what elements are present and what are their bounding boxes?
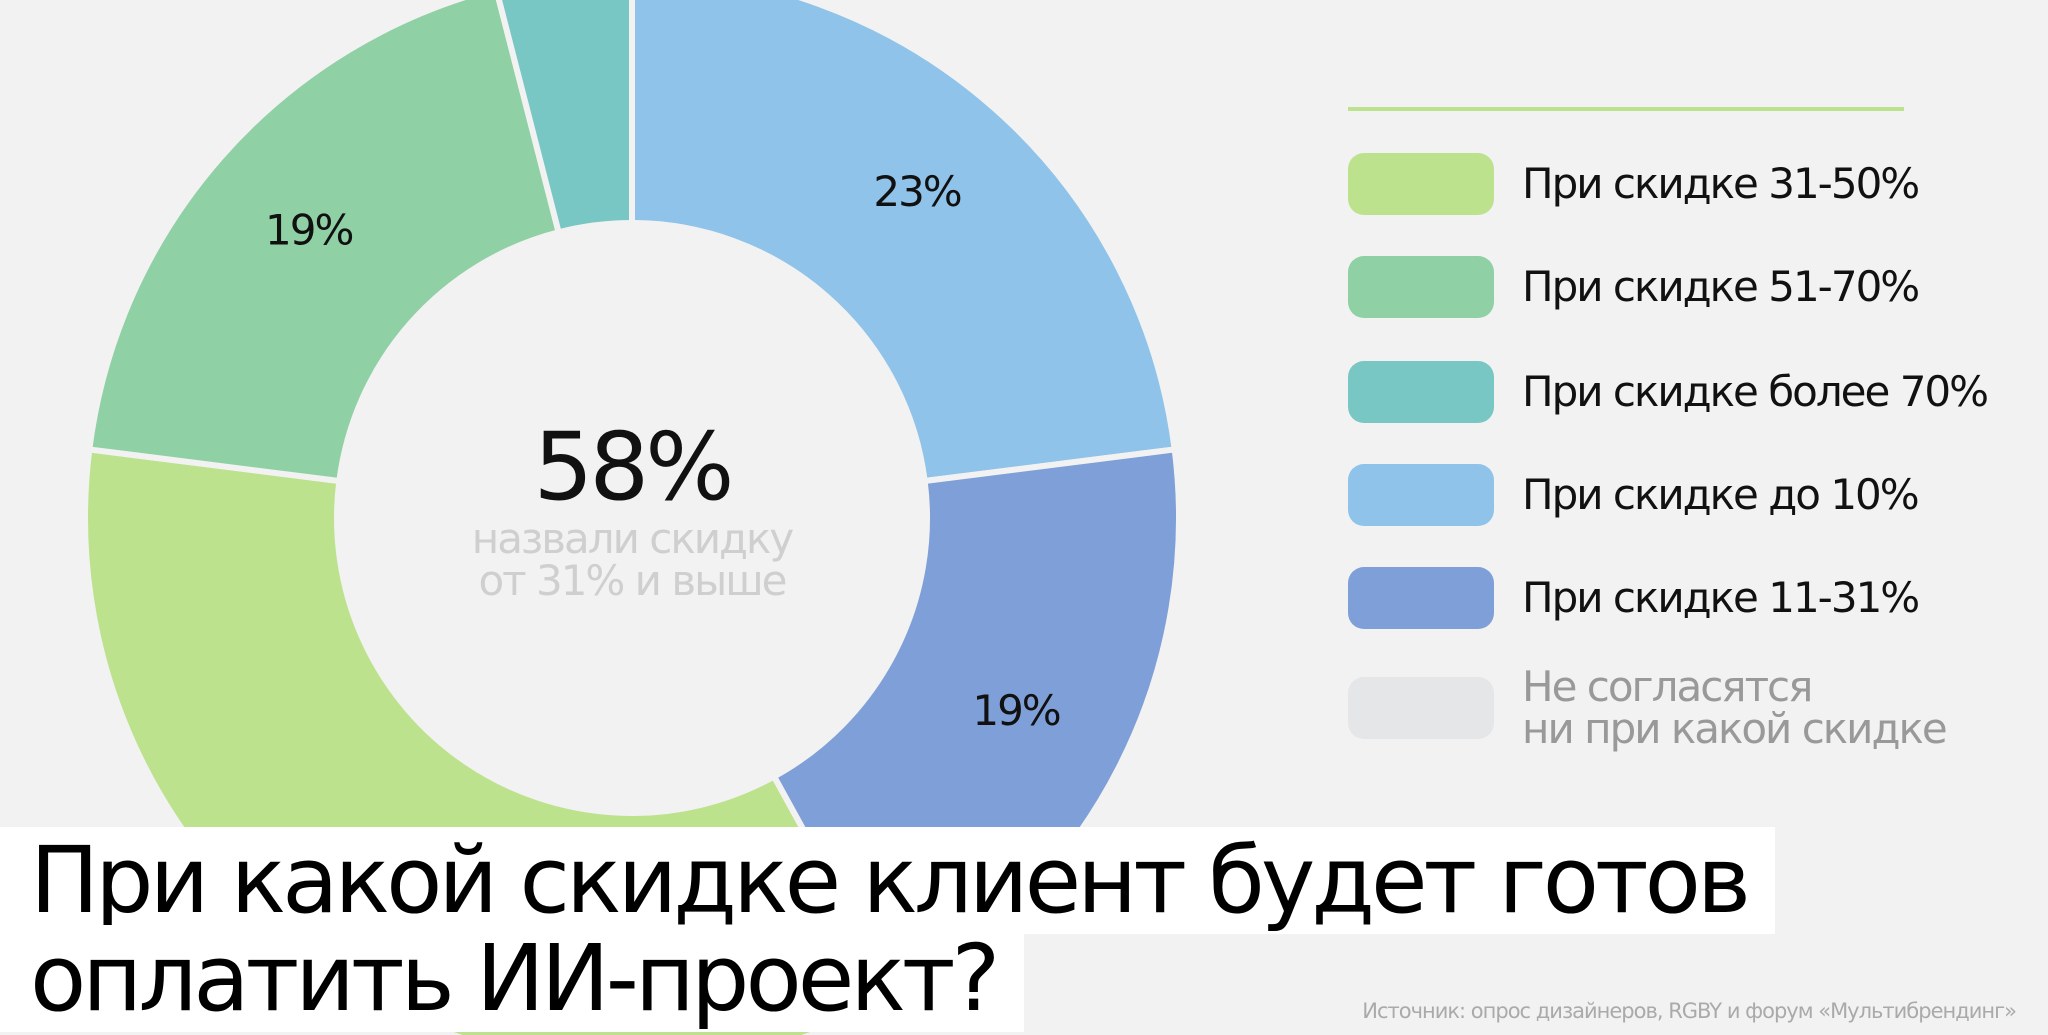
slice-label: 19% [972, 686, 1059, 735]
legend-label: При скидке до 10% [1522, 470, 1920, 519]
legend-swatch [1348, 153, 1494, 215]
donut-slice [495, 0, 635, 236]
slice-label: 23% [873, 167, 960, 216]
title-box: При какой скидке клиент будет готов опла… [0, 827, 1776, 1032]
legend-swatch [1348, 567, 1494, 629]
source: Источник: опрос дизайнеров, RGBY и форум… [1362, 999, 2017, 1023]
donut-slice [85, 0, 563, 485]
legend-label: При скидке 11-31% [1522, 573, 1920, 622]
legend-label: При скидке 51-70% [1522, 262, 1920, 311]
legend-rule [1348, 107, 1904, 111]
center-text: назвали скидку от 31% и выше [471, 514, 795, 605]
donut-slice [629, 0, 1179, 485]
legend-swatch [1348, 361, 1494, 423]
center-value: 58% [534, 413, 731, 522]
legend-label: При скидке 31-50% [1522, 159, 1920, 208]
legend-label: При скидке более 70% [1522, 367, 1989, 416]
legend-swatch [1348, 677, 1494, 739]
slice-label: 19% [265, 205, 352, 254]
legend-label: Не согласятся ни при какой скидке [1522, 662, 1948, 753]
legend-swatch [1348, 464, 1494, 526]
legend-swatch [1348, 256, 1494, 318]
